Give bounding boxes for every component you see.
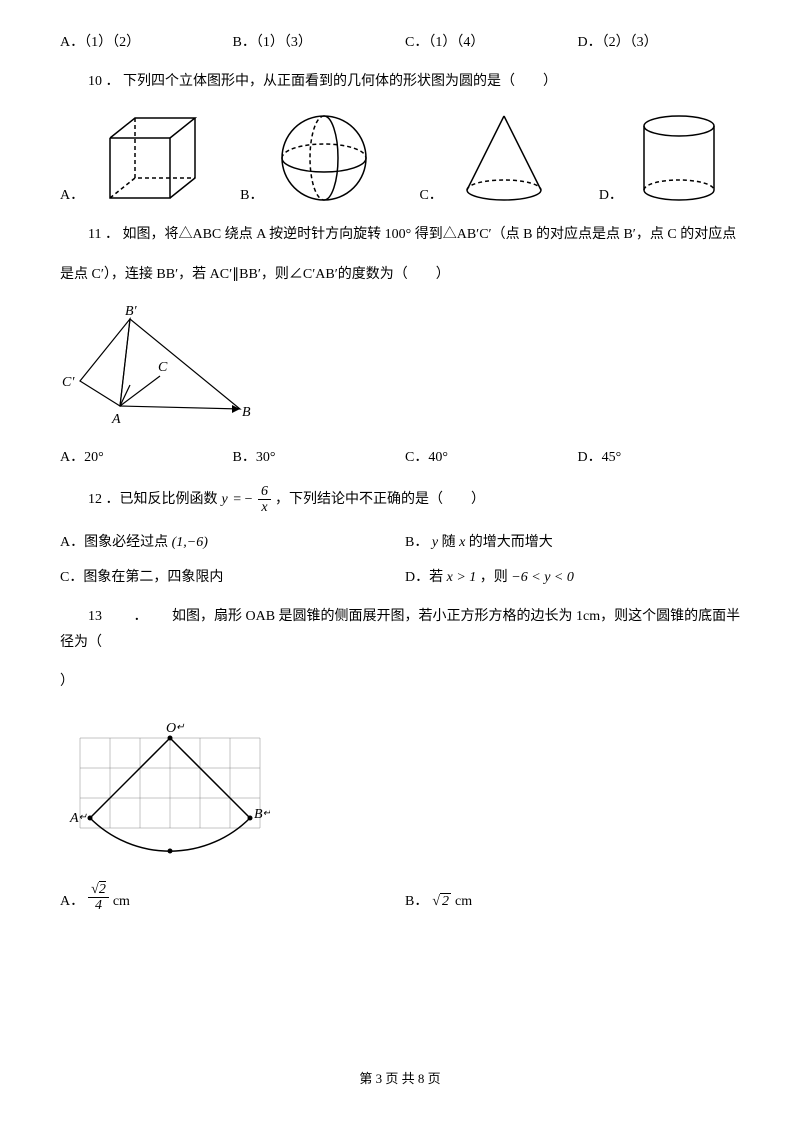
- q12-suffix: ，下列结论中不正确的是（ ）: [275, 487, 485, 512]
- q10-optC: C．: [419, 108, 558, 208]
- q12-optD-mid: ，则: [480, 570, 508, 585]
- q13-optA-unit: cm: [113, 889, 130, 914]
- q12-formula: y = − 6 x: [222, 484, 272, 516]
- q12-optB-pre: B．: [405, 535, 428, 550]
- q12-optA-pt: (1,−6): [172, 530, 208, 555]
- q9-optC: C．（1）（4）: [405, 30, 578, 55]
- q13-optA-den: 4: [88, 898, 109, 913]
- q12-fn-den: x: [258, 500, 271, 515]
- q10-stem: 10 ． 下列四个立体图形中，从正面看到的几何体的形状图为圆的是（ ）: [60, 69, 750, 94]
- q12-optC: C．图象在第二，四象限内: [60, 565, 405, 590]
- q12-row2: C．图象在第二，四象限内 D．若 x > 1 ，则 −6 < y < 0: [60, 565, 750, 590]
- q12-fn-y: y: [222, 492, 228, 507]
- q11-optD: D．45°: [578, 445, 751, 470]
- cube-icon: [90, 108, 200, 208]
- q11-optB: B．30°: [233, 445, 406, 470]
- q12-fn-eq: = −: [233, 492, 252, 507]
- cone-icon: [449, 108, 559, 208]
- q11-options: A．20° B．30° C．40° D．45°: [60, 445, 750, 470]
- q10-optD: D．: [599, 108, 729, 208]
- q11-optC: C．40°: [405, 445, 578, 470]
- q12-optD-x: x > 1: [447, 565, 477, 590]
- q12-optD: D．若 x > 1 ，则 −6 < y < 0: [405, 565, 750, 590]
- q13-label-O: O↵: [166, 721, 185, 736]
- sector-grid-icon: O↵ A↵ B↵: [60, 718, 270, 858]
- q12-row1: A．图象必经过点 (1,−6) B． y 随 x 的增大而增大: [60, 530, 750, 555]
- q10-optA-label: A．: [60, 183, 84, 208]
- q12-fn-num: 6: [258, 484, 271, 500]
- q11-figure: B′ C C′ A B: [60, 301, 750, 431]
- q12-number: 12 ．: [88, 487, 120, 512]
- sphere-icon: [269, 108, 379, 208]
- q13-label-A: A↵: [69, 811, 88, 826]
- q11-number: 11 ．: [88, 227, 119, 242]
- q13-optA-pre: A．: [60, 889, 84, 914]
- q11-label-Bprime: B′: [125, 304, 138, 319]
- q12-optB: B． y 随 x 的增大而增大: [405, 530, 750, 555]
- q13-optB-val: 2: [440, 893, 451, 909]
- q12-optB-x: x: [459, 530, 465, 555]
- q13-stem: 13 ． 如图，扇形 OAB 是圆锥的侧面展开图，若小正方形方格的边长为 1cm…: [60, 604, 750, 654]
- q13-optA-num: √2: [88, 882, 109, 898]
- q12-optB-mid: 随: [442, 535, 456, 550]
- q13-optB-pre: B．: [405, 889, 428, 914]
- q13-optB: B． √2 cm: [405, 889, 750, 914]
- q10-optD-label: D．: [599, 183, 623, 208]
- q13-number: 13 ．: [88, 609, 169, 624]
- q9-optB: B．（1）（3）: [233, 30, 406, 55]
- q13-options: A． √2 4 cm B． √2 cm: [60, 882, 750, 914]
- q11-stem: 11 ． 如图，将△ABC 绕点 A 按逆时针方向旋转 100° 得到△AB′C…: [60, 222, 750, 247]
- page-footer: 第 3 页 共 8 页: [0, 1067, 800, 1090]
- q9-optA: A．（1）（2）: [60, 30, 233, 55]
- q9-options: A．（1）（2） B．（1）（3） C．（1）（4） D．（2）（3）: [60, 30, 750, 55]
- q10-optB: B．: [240, 108, 379, 208]
- q13-optA: A． √2 4 cm: [60, 882, 405, 914]
- q12-optD-pre: D．若: [405, 570, 443, 585]
- q11-label-Cprime: C′: [62, 375, 75, 390]
- q13-close: ）: [60, 669, 750, 694]
- q10-text: 下列四个立体图形中，从正面看到的几何体的形状图为圆的是（ ）: [123, 74, 557, 89]
- q11-label-A: A: [111, 412, 121, 427]
- q12-optB-post: 的增大而增大: [469, 535, 553, 550]
- q12-optA-text: A．图象必经过点: [60, 535, 168, 550]
- q10-number: 10 ．: [88, 74, 120, 89]
- q12-optD-rng: −6 < y < 0: [511, 565, 574, 590]
- q12-optA: A．图象必经过点 (1,−6): [60, 530, 405, 555]
- q10-optC-label: C．: [419, 183, 442, 208]
- q11-text2: 是点 C′），连接 BB′，若 AC′∥BB′，则∠C′AB′的度数为（ ）: [60, 262, 750, 287]
- q11-text1: 如图，将△ABC 绕点 A 按逆时针方向旋转 100° 得到△AB′C′（点 B…: [122, 227, 736, 242]
- q10-shapes: A． B． C．: [60, 108, 750, 208]
- q12-optB-y: y: [432, 530, 438, 555]
- q13-figure: O↵ A↵ B↵: [60, 718, 750, 858]
- q10-optA: A．: [60, 108, 200, 208]
- q12-stem: 12 ． 已知反比例函数 y = − 6 x ，下列结论中不正确的是（ ）: [60, 484, 750, 516]
- q9-optD: D．（2）（3）: [578, 30, 751, 55]
- q11-optA: A．20°: [60, 445, 233, 470]
- q13-label-B: B↵: [254, 807, 270, 822]
- q10-optB-label: B．: [240, 183, 263, 208]
- q11-label-B: B: [242, 405, 251, 420]
- q12-prefix: 已知反比例函数: [120, 487, 218, 512]
- triangle-rotation-icon: B′ C C′ A B: [60, 301, 260, 431]
- q13-optB-unit: cm: [455, 889, 472, 914]
- q11-label-C: C: [158, 360, 168, 375]
- cylinder-icon: [629, 108, 729, 208]
- q13-optA-numraw: 2: [99, 881, 106, 897]
